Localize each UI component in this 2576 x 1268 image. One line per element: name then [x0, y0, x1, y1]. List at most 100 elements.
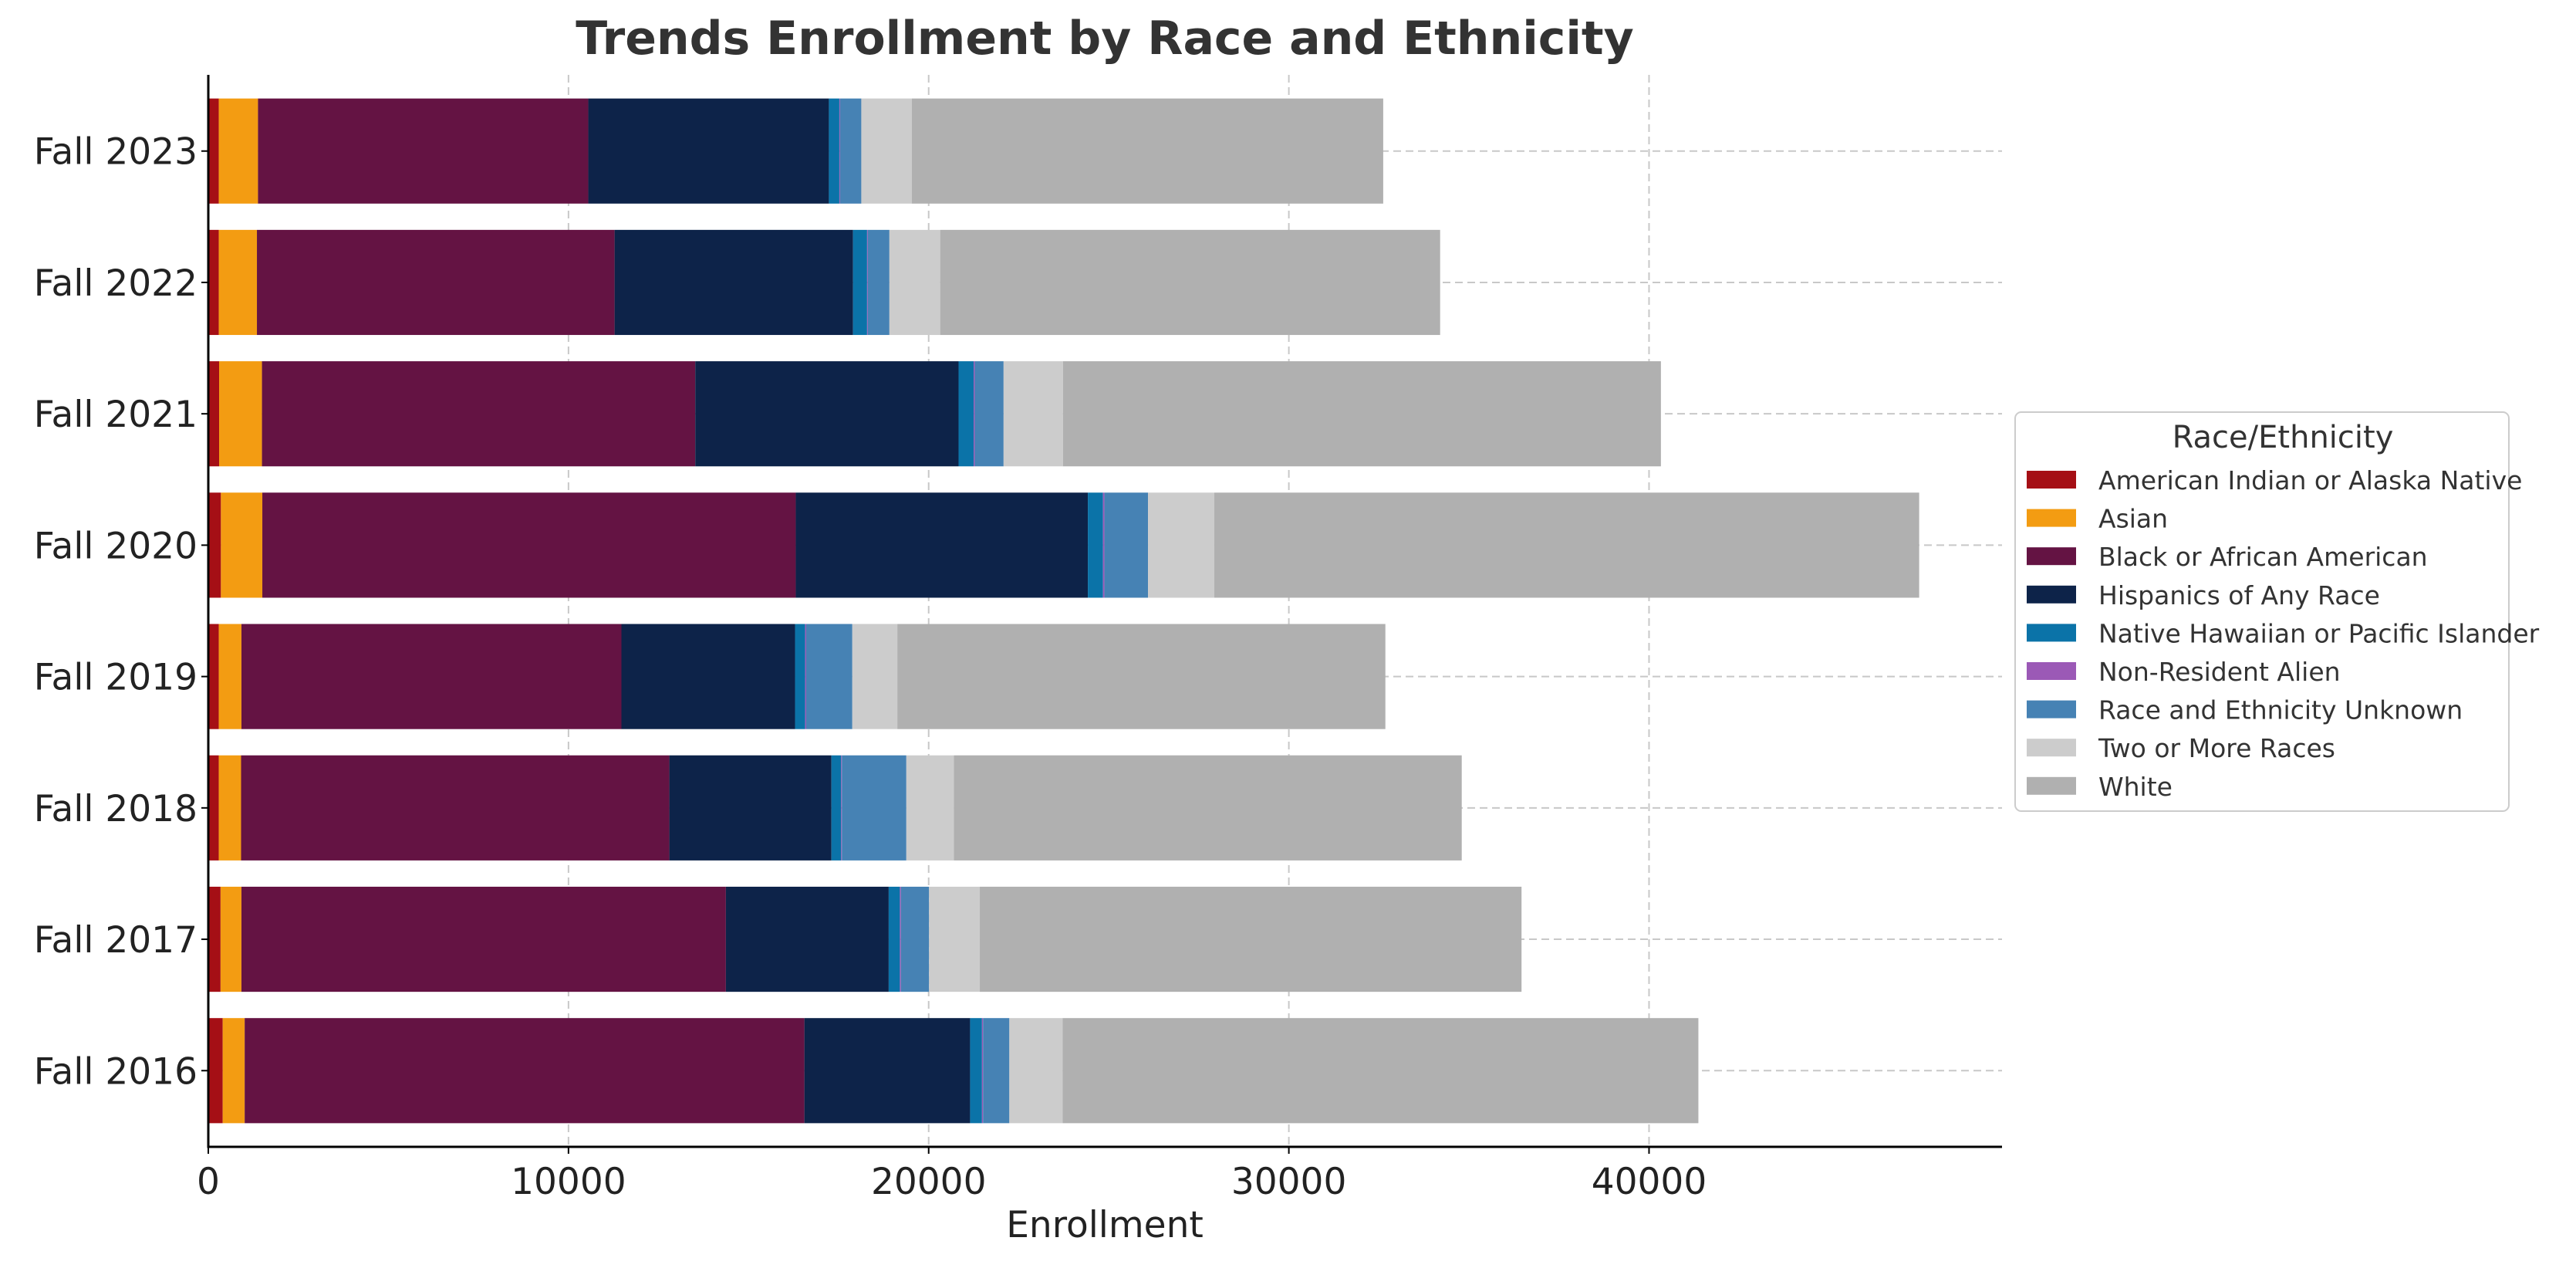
- bar-segment: [842, 755, 906, 861]
- bar-segment: [795, 624, 805, 729]
- bar-segment: [958, 361, 974, 467]
- bar-segment: [852, 229, 867, 336]
- y-tick-label: Fall 2022: [34, 262, 198, 305]
- x-tick-labels: 0 10000 20000 30000 40000: [197, 1147, 1707, 1203]
- legend-swatch: [2027, 776, 2076, 795]
- bar-segment: [839, 98, 840, 204]
- bar-segment: [258, 98, 589, 204]
- legend-swatch: [2027, 547, 2076, 566]
- legend-swatch: [2027, 662, 2076, 680]
- x-tick-label: 20000: [871, 1161, 987, 1203]
- bar-segment: [218, 624, 241, 729]
- bar-segment: [911, 98, 1383, 204]
- legend-swatch: [2027, 471, 2076, 489]
- bar-segment: [795, 492, 1089, 598]
- bar-segment: [970, 1018, 982, 1124]
- bar-segment: [725, 886, 889, 992]
- bar-segment: [804, 1018, 971, 1124]
- bar-segment: [929, 886, 981, 992]
- bar-segment: [1104, 492, 1149, 598]
- bar-segment: [974, 361, 1004, 467]
- bar-segment: [221, 492, 263, 598]
- legend: Race/Ethnicity American Indian or Alaska…: [2014, 411, 2540, 812]
- legend-swatch: [2027, 585, 2076, 604]
- bar-segment: [805, 624, 806, 729]
- bar-segment: [841, 755, 842, 861]
- bar-segment: [220, 886, 241, 992]
- bar-segment: [831, 755, 842, 861]
- bar-segment: [1003, 361, 1063, 467]
- bar-segment: [262, 492, 796, 598]
- bar-segment: [669, 755, 832, 861]
- y-tick-labels: Fall 2023 Fall 2022 Fall 2021 Fall 2020 Fall…: [34, 131, 208, 1093]
- bar-segment: [245, 1018, 805, 1124]
- bar-segment: [888, 886, 900, 992]
- bar-segment: [222, 1018, 245, 1124]
- bar-segment: [208, 755, 219, 861]
- bar-segment: [208, 1018, 223, 1124]
- bar-segment: [1102, 492, 1105, 598]
- y-tick-label: Fall 2023: [34, 131, 198, 174]
- bar-segment: [218, 229, 258, 336]
- bar-segment: [218, 755, 241, 861]
- bar-segment: [241, 886, 726, 992]
- bar-segment: [262, 361, 696, 467]
- x-tick-label: 10000: [511, 1161, 626, 1203]
- bar-segment: [1088, 492, 1103, 598]
- axes: [207, 75, 2002, 1148]
- bar-segment: [241, 624, 622, 729]
- chart-title: Trends Enrollment by Race and Ethnicity: [576, 12, 1633, 66]
- bar-segment: [983, 1018, 1010, 1124]
- x-axis-label: Enrollment: [1006, 1204, 1204, 1246]
- bar-segment: [621, 624, 795, 729]
- bar-segment: [906, 755, 954, 861]
- bar-segment: [839, 98, 862, 204]
- bar-segment: [614, 229, 853, 336]
- legend-label: Non-Resident Alien: [2098, 657, 2341, 687]
- legend-label: Native Hawaiian or Pacific Islander: [2098, 618, 2540, 648]
- y-tick-label: Fall 2018: [34, 788, 198, 830]
- legend-swatch: [2027, 509, 2076, 527]
- legend-label: Hispanics of Any Race: [2098, 580, 2380, 610]
- bar-segment: [829, 98, 839, 204]
- bar-segment: [866, 229, 868, 336]
- bar-segment: [208, 361, 220, 467]
- x-tick-label: 0: [197, 1161, 220, 1203]
- y-tick-label: Fall 2017: [34, 919, 198, 962]
- bar-segment: [208, 229, 219, 336]
- bar-segment: [208, 886, 221, 992]
- bar-segment: [806, 624, 852, 729]
- bar-segment: [980, 886, 1522, 992]
- bar-segment: [219, 361, 262, 467]
- y-tick-label: Fall 2019: [34, 657, 198, 699]
- bar-segment: [940, 229, 1440, 336]
- bar-stacks: [208, 98, 1919, 1124]
- bar-segment: [1062, 361, 1661, 467]
- bar-segment: [954, 755, 1462, 861]
- x-tick-label: 40000: [1592, 1161, 1707, 1203]
- bar-segment: [218, 98, 258, 204]
- x-tick-label: 30000: [1231, 1161, 1347, 1203]
- legend-swatch: [2027, 624, 2076, 642]
- bar-segment: [1214, 492, 1919, 598]
- bar-segment: [588, 98, 829, 204]
- legend-items: American Indian or Alaska Native Asian Bla…: [2027, 465, 2540, 802]
- y-tick-label: Fall 2021: [34, 394, 198, 436]
- y-tick-label: Fall 2020: [34, 525, 198, 567]
- legend-label: American Indian or Alaska Native: [2098, 465, 2522, 495]
- bar-segment: [900, 886, 930, 992]
- legend-swatch: [2027, 700, 2076, 719]
- bar-segment: [1062, 1018, 1699, 1124]
- bar-segment: [241, 755, 670, 861]
- bar-segment: [208, 492, 221, 598]
- bar-segment: [889, 229, 940, 336]
- bar-segment: [208, 98, 219, 204]
- legend-frame: [2014, 411, 2510, 812]
- bar-segment: [981, 1018, 984, 1124]
- bar-segment: [695, 361, 959, 467]
- legend-label: White: [2098, 772, 2173, 802]
- legend-label: Two or More Races: [2098, 733, 2335, 763]
- bar-segment: [852, 624, 898, 729]
- bar-segment: [867, 229, 890, 336]
